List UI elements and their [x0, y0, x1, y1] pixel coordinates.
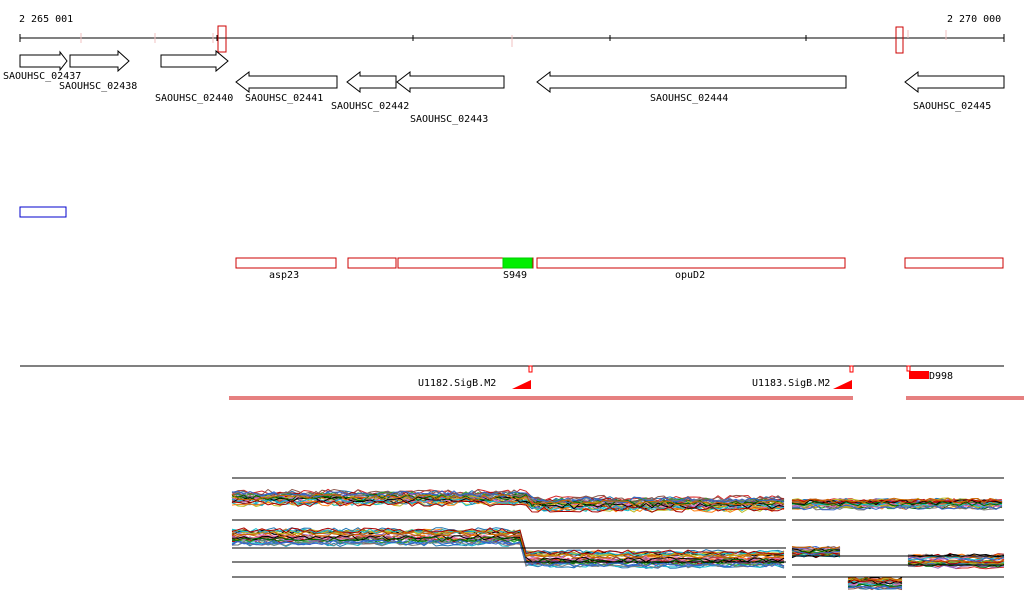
expression-trace — [231, 533, 785, 562]
expression-trace — [847, 580, 903, 585]
expression-trace — [847, 584, 903, 590]
expression-profile-track — [231, 477, 1005, 591]
gene-label: SAOUHSC_02438 — [59, 81, 137, 92]
scale-start-label: 2 265 001 — [19, 14, 73, 25]
expression-trace — [231, 528, 785, 557]
view-region-marker-right[interactable] — [895, 26, 904, 54]
gene-arrow[interactable]: SAOUHSC_02443 — [396, 70, 505, 125]
expression-trace — [232, 536, 785, 565]
expression-trace — [907, 559, 1005, 564]
expression-trace — [847, 579, 903, 584]
expression-reference-lines — [232, 477, 1004, 578]
transcript-label: opuD2 — [675, 270, 705, 281]
expression-trace — [231, 530, 785, 559]
gene-arrow[interactable]: SAOUHSC_02438 — [59, 49, 137, 92]
expression-trace — [231, 493, 785, 507]
dark-red-double-line — [229, 396, 1024, 400]
gene-label: SAOUHSC_02444 — [650, 93, 728, 104]
promoter-marker[interactable]: D998 — [906, 365, 953, 382]
gene-arrow[interactable]: SAOUHSC_02444 — [536, 70, 847, 104]
expression-trace — [791, 552, 841, 558]
expression-trace — [231, 499, 785, 513]
expression-trace — [231, 493, 785, 508]
gene-arrow[interactable]: SAOUHSC_02442 — [331, 70, 409, 112]
expression-trace — [791, 501, 1003, 508]
expression-trace — [847, 583, 903, 589]
expression-trace — [791, 550, 841, 556]
expression-trace — [847, 576, 903, 582]
expression-trace — [791, 545, 841, 550]
transcript-box[interactable] — [904, 257, 1004, 269]
gene-arrow[interactable]: SAOUHSC_02441 — [235, 70, 338, 104]
gene-arrow[interactable]: SAOUHSC_02445 — [904, 70, 1005, 112]
scale-ticks — [19, 34, 1005, 42]
expression-trace — [791, 547, 841, 553]
gene-label: SAOUHSC_02440 — [155, 93, 233, 104]
expression-profiles — [231, 488, 1005, 591]
transcript-label: asp23 — [269, 270, 299, 281]
expression-trace — [231, 496, 785, 510]
gene-label: SAOUHSC_02443 — [410, 114, 488, 125]
promoter-label: D998 — [929, 371, 953, 382]
expression-trace — [231, 488, 785, 502]
gene-arrow[interactable]: SAOUHSC_02440 — [155, 49, 233, 104]
expression-trace — [231, 527, 785, 556]
expression-trace — [791, 497, 1003, 504]
transcript-box[interactable] — [235, 257, 337, 269]
transcript-box[interactable] — [536, 257, 846, 269]
promoter-label: U1182.SigB.M2 — [418, 378, 496, 389]
transcript-track: asp23 S949 opuD2 — [235, 257, 1004, 281]
promoter-marker[interactable]: U1182.SigB.M2 — [418, 365, 533, 389]
transcript-box[interactable] — [397, 257, 534, 269]
gene-label: SAOUHSC_02441 — [245, 93, 323, 104]
gene-label: SAOUHSC_02437 — [3, 71, 81, 82]
scale-track: 2 265 001 2 270 000 — [19, 14, 1005, 54]
transcript-box[interactable] — [347, 257, 397, 269]
gene-arrow[interactable]: SAOUHSC_02437 — [3, 50, 81, 82]
view-region-marker-left[interactable] — [217, 25, 227, 53]
promoter-marker[interactable]: U1183.SigB.M2 — [752, 365, 854, 389]
expression-trace — [791, 551, 841, 556]
gene-label: SAOUHSC_02442 — [331, 101, 409, 112]
gene-track: SAOUHSC_02437 SAOUHSC_02438 SAOUHSC_0244… — [3, 49, 1005, 125]
promoter-label: U1183.SigB.M2 — [752, 378, 830, 389]
expression-trace — [791, 504, 1003, 511]
blue-feature-box[interactable] — [19, 206, 67, 218]
expression-trace — [791, 500, 1003, 507]
transcript-label: S949 — [503, 270, 527, 281]
promoter-track: U1182.SigB.M2 U1183.SigB.M2 D998 — [20, 365, 1024, 400]
transcript-box-highlight[interactable] — [502, 257, 533, 269]
scale-light-marks — [80, 30, 947, 47]
scale-end-label: 2 270 000 — [947, 14, 1001, 25]
expression-trace — [907, 559, 1005, 565]
expression-trace — [231, 539, 785, 568]
gene-label: SAOUHSC_02445 — [913, 101, 991, 112]
